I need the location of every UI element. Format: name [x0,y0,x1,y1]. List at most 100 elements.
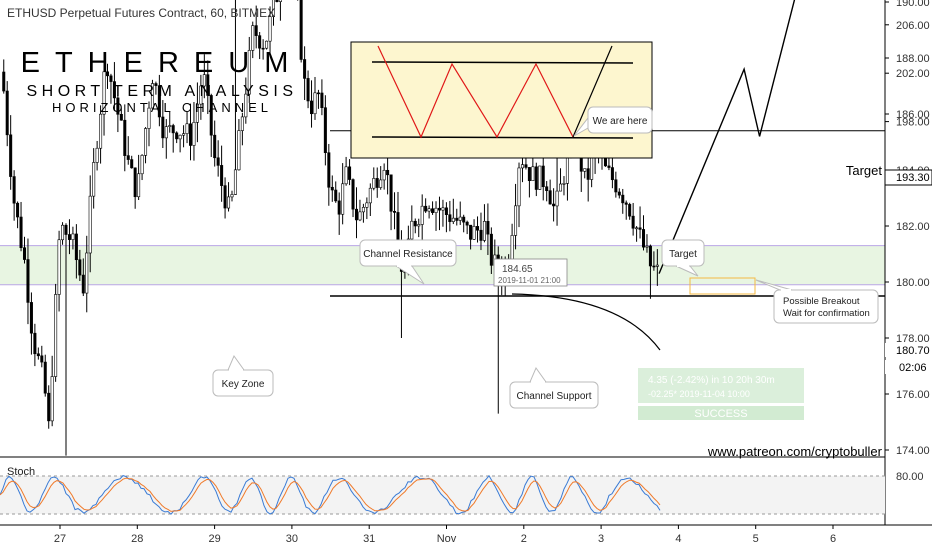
candle-body [26,259,30,303]
y-tick-label: 176.00 [896,389,930,401]
candle-body [161,116,165,139]
candle-body [154,83,158,86]
candle-body [47,392,51,422]
candle-body [209,95,213,136]
candle-body [95,147,99,163]
candle-body [92,162,96,197]
candle-body [441,207,445,211]
channel-support-callout: Channel Support [509,366,599,409]
candle-body [527,167,531,182]
breakout-label-1: Possible Breakout [783,296,860,307]
candle-body [631,215,635,229]
x-tick-label: 30 [286,533,298,545]
candle-body [337,200,341,215]
candle-body [254,25,258,36]
target-callout-label: Target [669,249,697,260]
stoch-tick-label: 80.00 [896,471,924,483]
candle-body [545,186,549,191]
candle-body [223,185,227,209]
target-price-label: 193.30 [896,172,930,184]
target-zone-box [689,277,756,295]
x-tick-label: 4 [675,533,681,545]
candle-body [334,189,338,202]
candle-body [168,125,172,127]
candle-body [5,90,9,136]
key-zone-label: Key Zone [222,379,265,390]
candle-body [655,264,659,267]
candle-body [341,183,345,215]
y-tick-label: 206.00 [896,20,930,32]
candle-body [652,265,656,268]
candle-body [140,155,144,175]
candle-body [479,229,483,241]
candle-body [202,74,206,87]
candle-body [451,217,455,222]
candle-body [476,226,480,231]
candle-body [486,221,490,235]
candle-body [375,178,379,188]
candle-body [389,174,393,212]
candle-body [348,166,352,180]
candle-body [112,81,116,99]
inset-diagram: We are here [350,41,653,159]
candle-body [624,202,628,205]
candle-body [33,332,37,355]
candle-body [182,133,186,136]
candle-body [213,134,217,159]
candle-body [469,224,473,240]
target-price-tag [884,169,932,186]
candle-body [71,233,75,240]
price-box-date: 2019-11-01 21:00 [498,276,561,285]
candle-body [489,233,493,266]
candle-body [472,226,476,240]
candle-body [621,194,625,204]
candle-body [271,0,276,17]
candle-body [617,191,621,196]
subtitle-short-term: SHORT TERM ANALYSIS [26,83,297,100]
candle-body [85,252,89,294]
candle-body [43,361,47,394]
candle-body [105,71,110,77]
candle-body [54,294,58,377]
candle-body [78,259,82,276]
y-tick-label: 188.00 [896,53,930,65]
candle-body [448,214,452,222]
website-text: www.patreon.com/cryptobuller [707,444,883,459]
candle-body [431,208,435,213]
candle-body [517,167,521,207]
x-tick-label: 29 [208,533,220,545]
candle-body [372,178,376,189]
candle-body [424,205,428,212]
candle-body [313,92,317,115]
y-tick-label: 202.00 [896,68,930,80]
candle-body [531,166,535,182]
channel-support-label: Channel Support [516,391,591,402]
y-tick-label: 180.00 [896,277,930,289]
candle-body [233,169,237,195]
x-tick-label: Nov [437,533,457,545]
candle-body [81,274,85,294]
candle-body [16,202,20,218]
candle-body [420,205,424,225]
candle-body [240,116,244,131]
candle-body [50,376,54,422]
candle-body [320,92,324,108]
measure-line2: -02.25* 2019-11-04 10:00 [648,389,750,399]
candle-body [310,100,314,115]
candle-body [147,107,151,129]
measure-line1: 4.35 (-2.42%) in 10 20h 30m [648,375,775,386]
candle-body [144,128,148,156]
candle-body [638,227,642,230]
candle-body [514,205,518,236]
y-tick-label: 190.00 [896,0,930,9]
candle-body [303,59,307,79]
candle-body [351,179,355,210]
candle-body [534,166,538,190]
candle-body [57,239,61,295]
price-box [493,258,568,287]
candle-body [382,169,386,181]
candle-body [195,103,199,123]
candle-body [323,107,327,154]
